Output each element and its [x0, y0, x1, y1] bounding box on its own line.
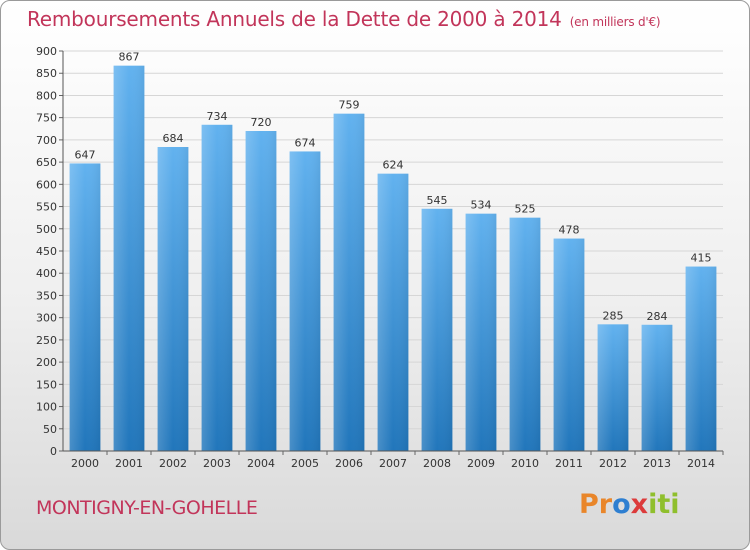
bar-value-label: 759: [339, 99, 360, 112]
chart-title: Remboursements Annuels de la Dette de 20…: [27, 7, 661, 31]
y-tick-label: 0: [50, 445, 57, 458]
bar-shine: [509, 217, 541, 451]
y-tick-label: 750: [36, 112, 57, 125]
bar-shine: [201, 124, 233, 452]
bar-value-label: 684: [163, 132, 184, 145]
y-tick-label: 600: [36, 178, 57, 191]
x-tick-label: 2003: [203, 457, 231, 470]
bar-shine: [157, 147, 189, 451]
bar-value-label: 674: [295, 136, 316, 149]
y-tick-label: 450: [36, 245, 57, 258]
x-tick-label: 2010: [511, 457, 539, 470]
bar-shine: [289, 151, 321, 451]
bar-shine: [641, 324, 673, 451]
bar-value-label: 734: [207, 110, 228, 123]
bar-value-label: 720: [251, 116, 272, 129]
bar-shine: [685, 266, 717, 451]
y-tick-label: 350: [36, 289, 57, 302]
chart-subtitle: (en milliers d'€): [569, 15, 661, 29]
bar-value-label: 415: [691, 252, 712, 265]
y-tick-label: 700: [36, 134, 57, 147]
x-tick-label: 2012: [599, 457, 627, 470]
bar-shine: [597, 324, 629, 451]
y-tick-label: 500: [36, 223, 57, 236]
x-tick-label: 2013: [643, 457, 671, 470]
bar-value-label: 525: [515, 203, 536, 216]
y-tick-label: 900: [36, 45, 57, 58]
y-tick-label: 550: [36, 201, 57, 214]
bar-shine: [553, 238, 585, 451]
x-tick-label: 2007: [379, 457, 407, 470]
y-axis: 0 50 100 150 200 250 300 350 400 450 500 550 600 650 7…: [36, 45, 64, 458]
x-tick-label: 2002: [159, 457, 187, 470]
x-tick-label: 2006: [335, 457, 363, 470]
proxiti-logo[interactable]: Proxiti: [579, 489, 680, 520]
bar-value-label: 285: [603, 309, 624, 322]
y-tick-label: 800: [36, 89, 57, 102]
x-tick-label: 2011: [555, 457, 583, 470]
bar-shine: [69, 163, 101, 451]
x-tick-label: 2000: [71, 457, 99, 470]
bar-value-label: 624: [383, 159, 404, 172]
y-tick-label: 50: [43, 423, 57, 436]
y-tick-label: 250: [36, 334, 57, 347]
y-tick-label: 150: [36, 378, 57, 391]
x-tick-label: 2001: [115, 457, 143, 470]
bar-value-label: 867: [119, 51, 140, 64]
x-tick-label: 2004: [247, 457, 275, 470]
bar-value-label: 478: [559, 224, 580, 237]
chart-title-text: Remboursements Annuels de la Dette de 20…: [27, 7, 562, 31]
y-tick-label: 300: [36, 312, 57, 325]
bar-shine: [113, 65, 145, 452]
y-tick-label: 400: [36, 267, 57, 280]
bar-value-label: 545: [427, 194, 448, 207]
x-axis: 2000 2001 2002 2003 2004 2005 2006 2007 2008 2009…: [63, 450, 724, 470]
x-tick-label: 2008: [423, 457, 451, 470]
x-tick-label: 2009: [467, 457, 495, 470]
bar-shine: [465, 213, 497, 451]
y-tick-label: 650: [36, 156, 57, 169]
bar-value-label: 284: [647, 310, 668, 323]
bar-value-label: 534: [471, 199, 492, 212]
bar-value-label: 647: [75, 148, 96, 161]
y-tick-label: 850: [36, 67, 57, 80]
bar-shine: [377, 173, 409, 451]
bar-shine: [245, 131, 277, 451]
city-name: MONTIGNY-EN-GOHELLE: [36, 497, 258, 519]
x-tick-label: 2014: [687, 457, 715, 470]
x-tick-label: 2005: [291, 457, 319, 470]
bars: 647 867 684 734 720 674 759 624 545 534 525 478 285 2…: [69, 51, 717, 452]
y-tick-label: 200: [36, 356, 57, 369]
bar-shine: [421, 208, 453, 451]
y-tick-label: 100: [36, 401, 57, 414]
bar-shine: [333, 113, 365, 452]
